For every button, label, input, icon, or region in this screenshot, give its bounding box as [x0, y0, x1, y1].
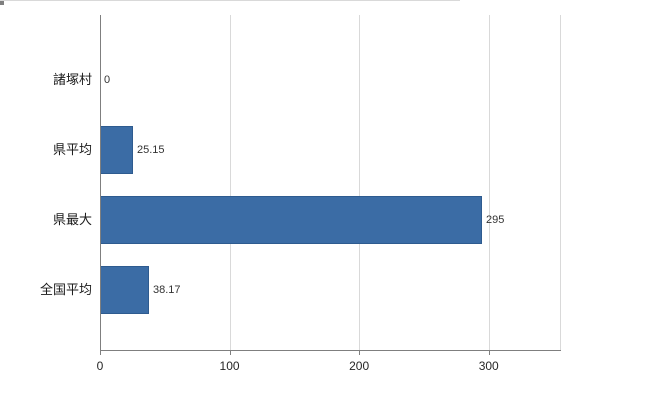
y-tick-mark — [0, 4, 4, 5]
y-tick-mark — [0, 2, 4, 3]
x-tick-mark-100 — [229, 350, 231, 355]
x-tick-label: 300 — [478, 359, 499, 373]
bar — [100, 126, 133, 174]
category-label: 県最大 — [52, 212, 92, 227]
x-tick-mark-200 — [359, 350, 361, 355]
value-label: 295 — [486, 214, 505, 226]
plot-top-border — [0, 0, 460, 1]
category-label: 全国平均 — [39, 282, 92, 297]
y-tick-mark — [0, 1, 4, 2]
plot-right-border — [560, 15, 561, 350]
bar — [100, 196, 482, 244]
gridline-x-100 — [229, 15, 231, 350]
value-label: 38.17 — [153, 284, 181, 296]
value-label: 25.15 — [137, 144, 165, 156]
y-axis-line — [100, 15, 101, 350]
category-label: 諸塚村 — [52, 72, 92, 87]
y-tick-mark — [0, 3, 4, 4]
category-label: 県平均 — [52, 142, 92, 157]
bar — [100, 266, 149, 314]
gridline-x-300 — [488, 15, 490, 350]
x-tick-mark-300 — [488, 350, 490, 355]
x-tick-label: 200 — [349, 359, 370, 373]
value-label: 0 — [104, 74, 111, 86]
gridline-x-200 — [359, 15, 361, 350]
x-axis-line — [100, 350, 561, 351]
x-tick-mark-0 — [100, 350, 101, 355]
x-tick-label: 100 — [219, 359, 240, 373]
x-tick-label: 0 — [96, 359, 104, 373]
